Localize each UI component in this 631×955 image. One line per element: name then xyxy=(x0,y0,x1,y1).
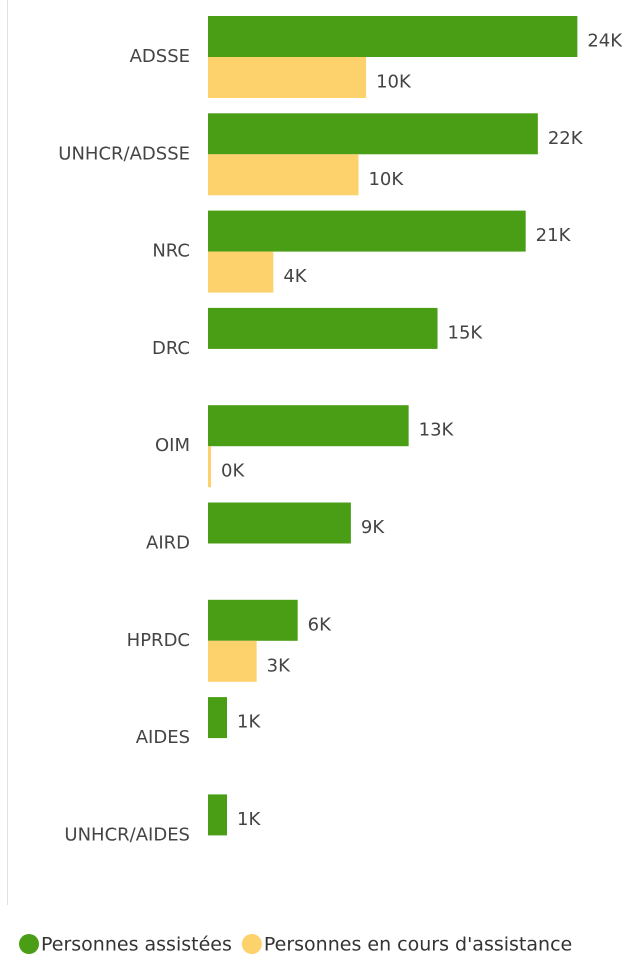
data-label: 6K xyxy=(308,614,332,635)
bar xyxy=(208,251,274,293)
bar xyxy=(208,405,409,447)
legend-marker xyxy=(19,934,39,954)
bar xyxy=(208,446,212,488)
bar xyxy=(208,154,359,196)
category-label: NRC xyxy=(152,241,190,262)
data-label: 10K xyxy=(368,169,404,190)
category-label: DRC xyxy=(152,338,190,359)
legend-marker xyxy=(241,934,262,954)
bar xyxy=(208,794,227,836)
data-label: 15K xyxy=(448,322,484,343)
bar xyxy=(208,640,257,682)
data-label: 1K xyxy=(237,809,261,830)
bar xyxy=(208,57,367,98)
data-label: 10K xyxy=(376,72,412,93)
category-label: OIM xyxy=(155,435,190,456)
category-label: AIRD xyxy=(146,533,190,554)
bar xyxy=(208,113,538,155)
category-label: HPRDC xyxy=(127,630,190,651)
bar xyxy=(208,502,351,544)
legend-label: Personnes assistées xyxy=(41,934,232,955)
data-label: 3K xyxy=(267,655,291,676)
category-label: UNHCR/ADSSE xyxy=(58,143,190,164)
category-label: ADSSE xyxy=(130,46,190,67)
bar xyxy=(208,16,578,57)
data-label: 21K xyxy=(536,225,572,246)
bar xyxy=(208,599,298,641)
data-label: 24K xyxy=(587,31,623,52)
data-label: 1K xyxy=(237,712,261,733)
category-label: UNHCR/AIDES xyxy=(64,824,190,845)
bar xyxy=(208,307,438,349)
data-label: 0K xyxy=(221,461,245,482)
data-label: 13K xyxy=(419,420,455,441)
category-label: AIDES xyxy=(136,727,190,748)
legend-label: Personnes en cours d'assistance xyxy=(264,934,572,955)
data-label: 9K xyxy=(361,517,385,538)
data-label: 22K xyxy=(548,128,584,149)
data-label: 4K xyxy=(283,266,307,287)
bar xyxy=(208,697,227,739)
bar xyxy=(208,210,526,252)
